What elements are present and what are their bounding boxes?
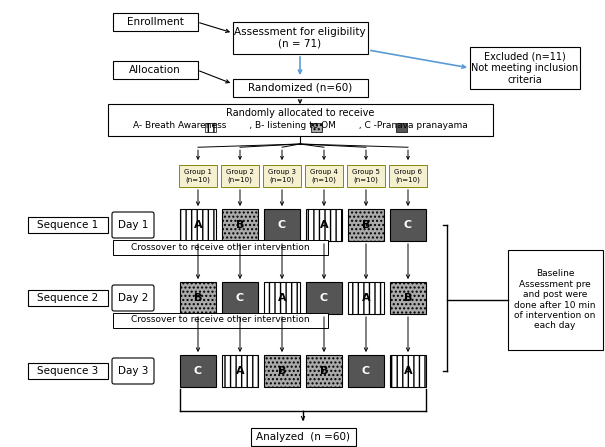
Text: C: C: [320, 293, 328, 303]
Text: A: A: [404, 366, 413, 376]
Text: Assessment for eligibility
(n = 71): Assessment for eligibility (n = 71): [234, 27, 366, 49]
Text: Sequence 3: Sequence 3: [38, 366, 99, 376]
Text: Day 3: Day 3: [118, 366, 148, 376]
Text: B: B: [362, 220, 370, 230]
Text: Group 1
(n=10): Group 1 (n=10): [184, 169, 212, 183]
FancyBboxPatch shape: [28, 290, 108, 306]
Bar: [306, 282, 342, 314]
Bar: [306, 209, 342, 241]
Text: Enrollment: Enrollment: [126, 17, 183, 27]
Bar: [180, 209, 216, 241]
Bar: [396, 123, 407, 132]
FancyBboxPatch shape: [113, 240, 327, 254]
FancyBboxPatch shape: [28, 217, 108, 233]
Text: Sequence 2: Sequence 2: [38, 293, 99, 303]
Bar: [311, 123, 322, 132]
FancyBboxPatch shape: [113, 13, 197, 31]
Bar: [390, 355, 426, 387]
Bar: [390, 209, 426, 241]
Bar: [348, 209, 384, 241]
Bar: [264, 355, 300, 387]
Bar: [180, 282, 216, 314]
Text: A: A: [278, 293, 286, 303]
Text: Day 1: Day 1: [118, 220, 148, 230]
Text: Group 6
(n=10): Group 6 (n=10): [394, 169, 422, 183]
FancyBboxPatch shape: [470, 47, 580, 89]
Text: B: B: [404, 293, 412, 303]
Text: C: C: [194, 366, 202, 376]
Text: Randomized (n=60): Randomized (n=60): [248, 83, 352, 93]
FancyBboxPatch shape: [112, 212, 154, 238]
Text: Crossover to receive other intervention: Crossover to receive other intervention: [131, 243, 309, 252]
Text: A: A: [362, 293, 370, 303]
Text: Analyzed  (n =60): Analyzed (n =60): [256, 432, 350, 442]
Text: B: B: [236, 220, 244, 230]
Text: Allocation: Allocation: [129, 65, 181, 75]
FancyBboxPatch shape: [232, 22, 367, 54]
Text: B: B: [194, 293, 202, 303]
FancyBboxPatch shape: [221, 165, 259, 187]
Text: Crossover to receive other intervention: Crossover to receive other intervention: [131, 316, 309, 325]
Text: A- Breath Awareness        , B- listening to OM        , C -Pranava pranayama: A- Breath Awareness , B- listening to OM…: [132, 122, 468, 131]
Bar: [264, 282, 300, 314]
FancyBboxPatch shape: [232, 79, 367, 97]
FancyBboxPatch shape: [389, 165, 427, 187]
FancyBboxPatch shape: [305, 165, 343, 187]
FancyBboxPatch shape: [113, 61, 197, 79]
FancyBboxPatch shape: [28, 363, 108, 379]
Text: Group 5
(n=10): Group 5 (n=10): [352, 169, 380, 183]
Text: C: C: [278, 220, 286, 230]
FancyBboxPatch shape: [179, 165, 217, 187]
Text: Group 4
(n=10): Group 4 (n=10): [310, 169, 338, 183]
Text: Group 3
(n=10): Group 3 (n=10): [268, 169, 296, 183]
Text: Excluded (n=11)
Not meeting inclusion
criteria: Excluded (n=11) Not meeting inclusion cr…: [471, 51, 578, 84]
Text: A: A: [236, 366, 244, 376]
FancyBboxPatch shape: [112, 285, 154, 311]
Text: Sequence 1: Sequence 1: [38, 220, 99, 230]
Text: A: A: [194, 220, 202, 230]
FancyBboxPatch shape: [108, 104, 492, 136]
Bar: [264, 209, 300, 241]
Text: Baseline
Assessment pre
and post were
done after 10 min
of intervention on
each : Baseline Assessment pre and post were do…: [514, 270, 596, 330]
Bar: [222, 282, 258, 314]
Text: B: B: [278, 366, 286, 376]
Bar: [222, 209, 258, 241]
Bar: [205, 123, 216, 132]
FancyBboxPatch shape: [508, 250, 603, 350]
Text: Day 2: Day 2: [118, 293, 148, 303]
Text: Randomly allocated to receive: Randomly allocated to receive: [226, 108, 374, 118]
Text: C: C: [404, 220, 412, 230]
FancyBboxPatch shape: [263, 165, 301, 187]
Bar: [222, 355, 258, 387]
Bar: [348, 282, 384, 314]
Text: C: C: [236, 293, 244, 303]
FancyBboxPatch shape: [112, 358, 154, 384]
Bar: [306, 355, 342, 387]
Bar: [348, 355, 384, 387]
FancyBboxPatch shape: [250, 428, 356, 446]
FancyBboxPatch shape: [113, 312, 327, 328]
Text: Group 2
(n=10): Group 2 (n=10): [226, 169, 254, 183]
Bar: [180, 355, 216, 387]
Text: A: A: [319, 220, 329, 230]
Text: C: C: [362, 366, 370, 376]
Text: B: B: [320, 366, 328, 376]
Bar: [390, 282, 426, 314]
FancyBboxPatch shape: [347, 165, 385, 187]
